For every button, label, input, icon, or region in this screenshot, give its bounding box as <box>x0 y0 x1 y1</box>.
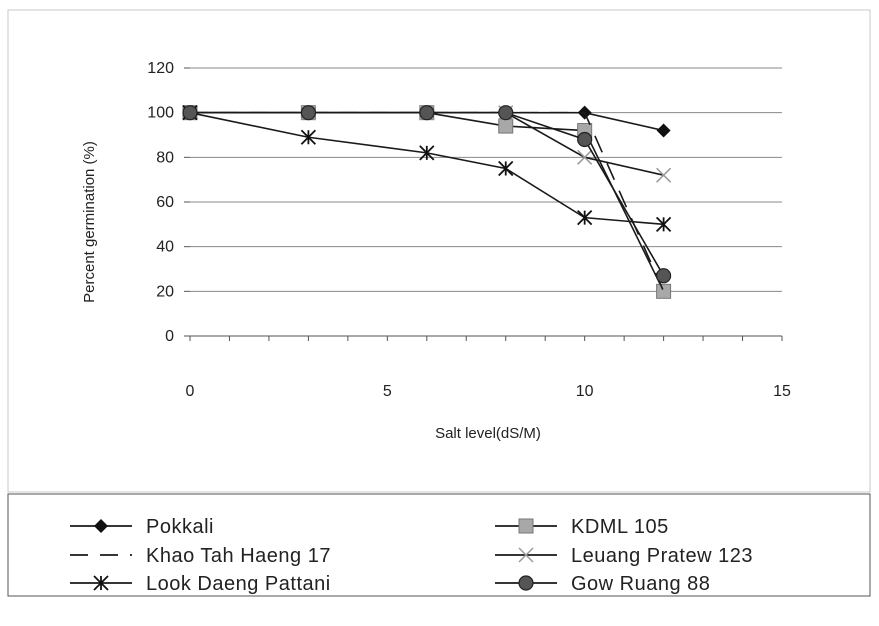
data-point-marker <box>577 209 593 226</box>
data-point-marker <box>656 167 672 183</box>
y-tick-label: 80 <box>156 149 174 166</box>
data-point-marker <box>655 268 672 284</box>
chart-area-border <box>7 9 871 493</box>
data-point-marker <box>498 118 514 134</box>
data-point-marker <box>498 160 514 177</box>
legend: Pokkali KDML 105 Khao Tah Haeng 17 Leuang P… <box>70 516 753 595</box>
series-line <box>190 111 665 277</box>
legend-swatch-marker <box>94 519 108 533</box>
data-point-marker <box>656 283 672 299</box>
x-tick-label: 15 <box>773 383 791 400</box>
x-tick-label: 10 <box>576 383 594 400</box>
legend-swatch-marker <box>518 547 534 563</box>
data-point-marker <box>300 129 317 145</box>
legend-label: Leuang Pratew 123 <box>571 545 753 567</box>
y-tick-label: 40 <box>156 239 174 256</box>
legend-label: Gow Ruang 88 <box>571 573 710 595</box>
y-tick-label: 60 <box>156 194 174 211</box>
legend-label: KDML 105 <box>571 516 669 538</box>
legend-swatch-marker <box>518 518 534 534</box>
data-point-marker <box>577 149 593 165</box>
y-tick-label: 100 <box>147 105 174 122</box>
legend-box <box>7 493 871 597</box>
axes: 0 20 40 60 80 100 120 0 5 10 15 <box>147 60 791 400</box>
data-point-marker <box>656 123 671 138</box>
legend-label: Khao Tah Haeng 17 <box>146 545 331 567</box>
series-line <box>190 111 664 176</box>
series-line <box>189 111 664 226</box>
y-axis-title: Percent germination (%) <box>81 141 98 303</box>
x-tick-label: 5 <box>383 383 392 400</box>
grid <box>190 67 782 292</box>
legend-label: Pokkali <box>146 516 214 538</box>
data-point-marker <box>300 105 316 121</box>
data-point-marker <box>419 105 435 121</box>
x-tick-label: 0 <box>186 383 195 400</box>
x-axis-title: Salt level(dS/M) <box>435 425 541 442</box>
data-point-marker <box>577 131 593 148</box>
legend-swatch-marker <box>518 575 534 591</box>
data-point-marker <box>498 105 514 121</box>
y-tick-label: 20 <box>156 283 174 300</box>
y-tick-label: 0 <box>165 328 174 345</box>
plot-series <box>182 105 672 299</box>
data-point-marker <box>182 105 198 121</box>
legend-swatch-marker <box>93 575 109 591</box>
data-point-marker <box>655 216 672 232</box>
legend-label: Look Daeng Pattani <box>146 573 331 595</box>
y-tick-label: 120 <box>147 60 174 77</box>
data-point-marker <box>419 145 435 161</box>
